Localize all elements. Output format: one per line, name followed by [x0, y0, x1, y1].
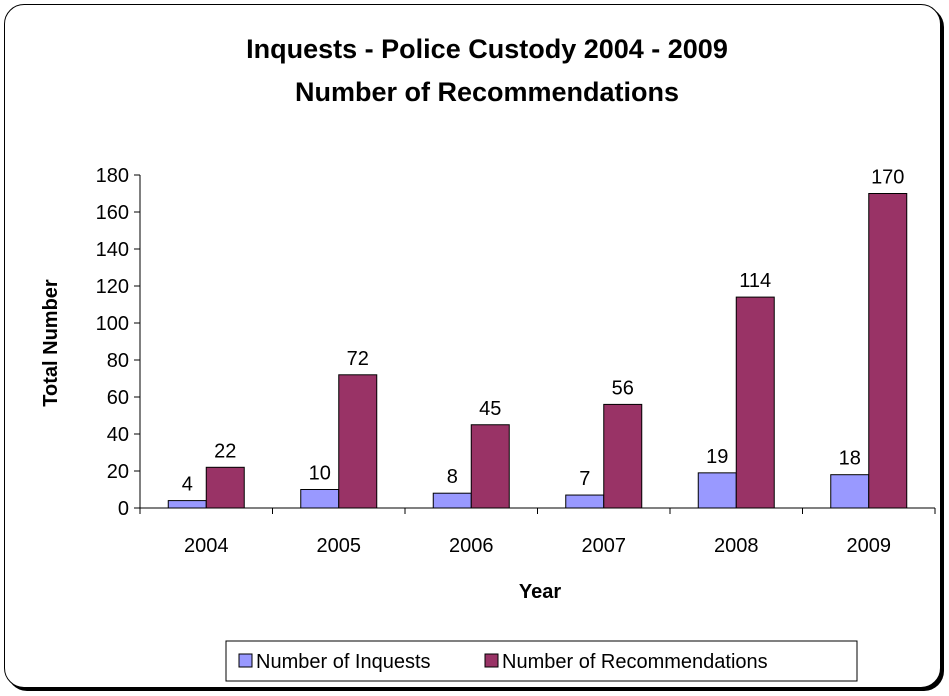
data-label: 4	[182, 474, 193, 496]
data-label: 18	[839, 448, 861, 470]
data-label: 19	[706, 446, 728, 468]
y-tick-label: 60	[107, 387, 129, 409]
legend-box	[225, 640, 858, 682]
chart-subtitle: Number of Recommendations	[295, 77, 679, 107]
chart-title: Inquests - Police Custody 2004 - 2009	[246, 34, 728, 64]
legend: Number of Inquests Number of Recommendati…	[225, 640, 858, 682]
x-tick-label: 2004	[184, 535, 229, 557]
x-tick-label: 2009	[847, 535, 892, 557]
y-tick-label: 100	[96, 313, 129, 335]
bar	[697, 472, 737, 509]
bar	[167, 500, 207, 509]
y-axis-title: Total Number	[40, 279, 62, 407]
legend-label: Number of Recommendations	[502, 651, 768, 673]
bar	[470, 424, 510, 509]
data-label: 114	[739, 270, 771, 292]
data-label: 170	[871, 167, 904, 189]
bar	[868, 193, 908, 509]
x-tick-label: 2008	[714, 535, 759, 557]
y-tick-label: 20	[107, 461, 129, 483]
legend-swatch	[484, 653, 499, 668]
y-tick-label: 120	[96, 276, 129, 298]
legend-label: Number of Inquests	[256, 651, 431, 673]
data-label: 22	[214, 440, 236, 462]
x-tick-label: 2006	[449, 535, 494, 557]
bar	[565, 494, 605, 509]
data-label: 45	[479, 398, 501, 420]
bar	[830, 474, 870, 509]
bar	[300, 489, 340, 509]
y-tick-label: 40	[107, 424, 129, 446]
data-label: 10	[309, 463, 331, 485]
x-tick-label: 2007	[582, 535, 627, 557]
legend-swatch	[238, 653, 253, 668]
data-label: 72	[347, 348, 369, 370]
plot-area: 4 10 8 7 19 18 22 72 45 56 114 170 0 20 40 60 80 100 120 14…	[96, 165, 936, 557]
x-axis-title: Year	[519, 581, 561, 603]
bar	[205, 466, 245, 509]
data-label: 7	[579, 468, 590, 490]
bar	[735, 296, 775, 509]
y-tick-label: 180	[96, 165, 129, 187]
y-tick-label: 140	[96, 239, 129, 261]
x-tick-label: 2005	[317, 535, 362, 557]
y-tick-label: 0	[118, 498, 129, 520]
bar	[432, 492, 472, 509]
y-tick-label: 160	[96, 202, 129, 224]
bar	[603, 403, 643, 509]
chart-frame	[4, 4, 941, 688]
data-label: 56	[612, 377, 634, 399]
y-tick-label: 80	[107, 350, 129, 372]
data-label: 8	[447, 466, 458, 488]
bar	[338, 374, 378, 509]
